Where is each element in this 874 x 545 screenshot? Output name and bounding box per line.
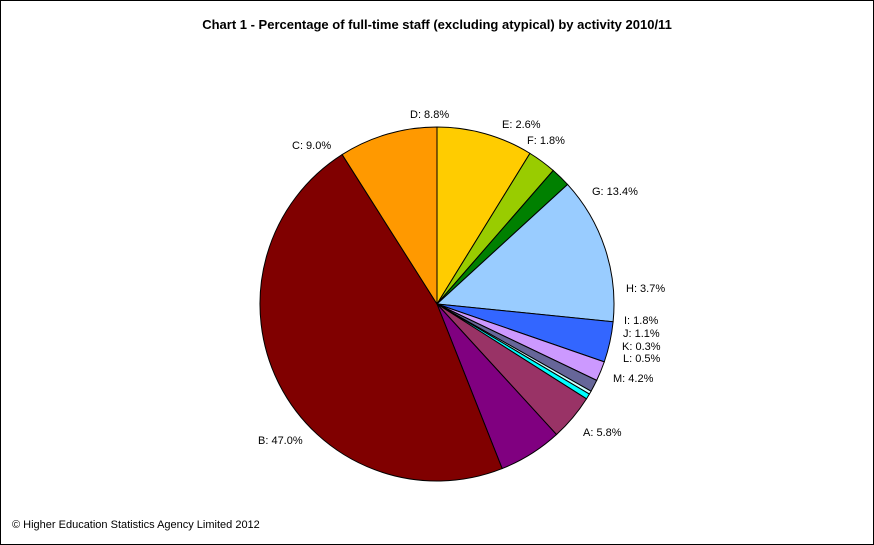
data-label-f: F: 1.8%	[527, 135, 565, 147]
chart-title: Chart 1 - Percentage of full-time staff …	[202, 17, 672, 32]
pie-slice-g	[435, 183, 615, 323]
data-label-h: H: 3.7%	[626, 283, 665, 295]
data-label-k: K: 0.3%	[622, 341, 661, 353]
data-label-l: L: 0.5%	[623, 353, 661, 365]
pie-labels: D: 8.8% E: 2.6% F: 1.8% G: 13.4% H: 3.7% I: 1…	[258, 109, 665, 447]
data-label-c: C: 9.0%	[292, 140, 331, 152]
pie-slices	[259, 126, 615, 482]
data-label-i: I: 1.8%	[624, 315, 658, 327]
data-label-a: A: 5.8%	[583, 427, 622, 439]
data-label-d: D: 8.8%	[410, 109, 449, 121]
pie-slice-b	[259, 153, 503, 482]
data-label-b: B: 47.0%	[258, 435, 303, 447]
data-label-j: J: 1.1%	[623, 328, 660, 340]
data-label-e: E: 2.6%	[502, 119, 541, 131]
data-label-m: M: 4.2%	[613, 373, 654, 385]
data-label-g: G: 13.4%	[592, 186, 638, 198]
pie-slice-c	[341, 126, 438, 306]
pie-slice-d	[436, 126, 531, 306]
copyright-footer: © Higher Education Statistics Agency Lim…	[12, 519, 260, 531]
